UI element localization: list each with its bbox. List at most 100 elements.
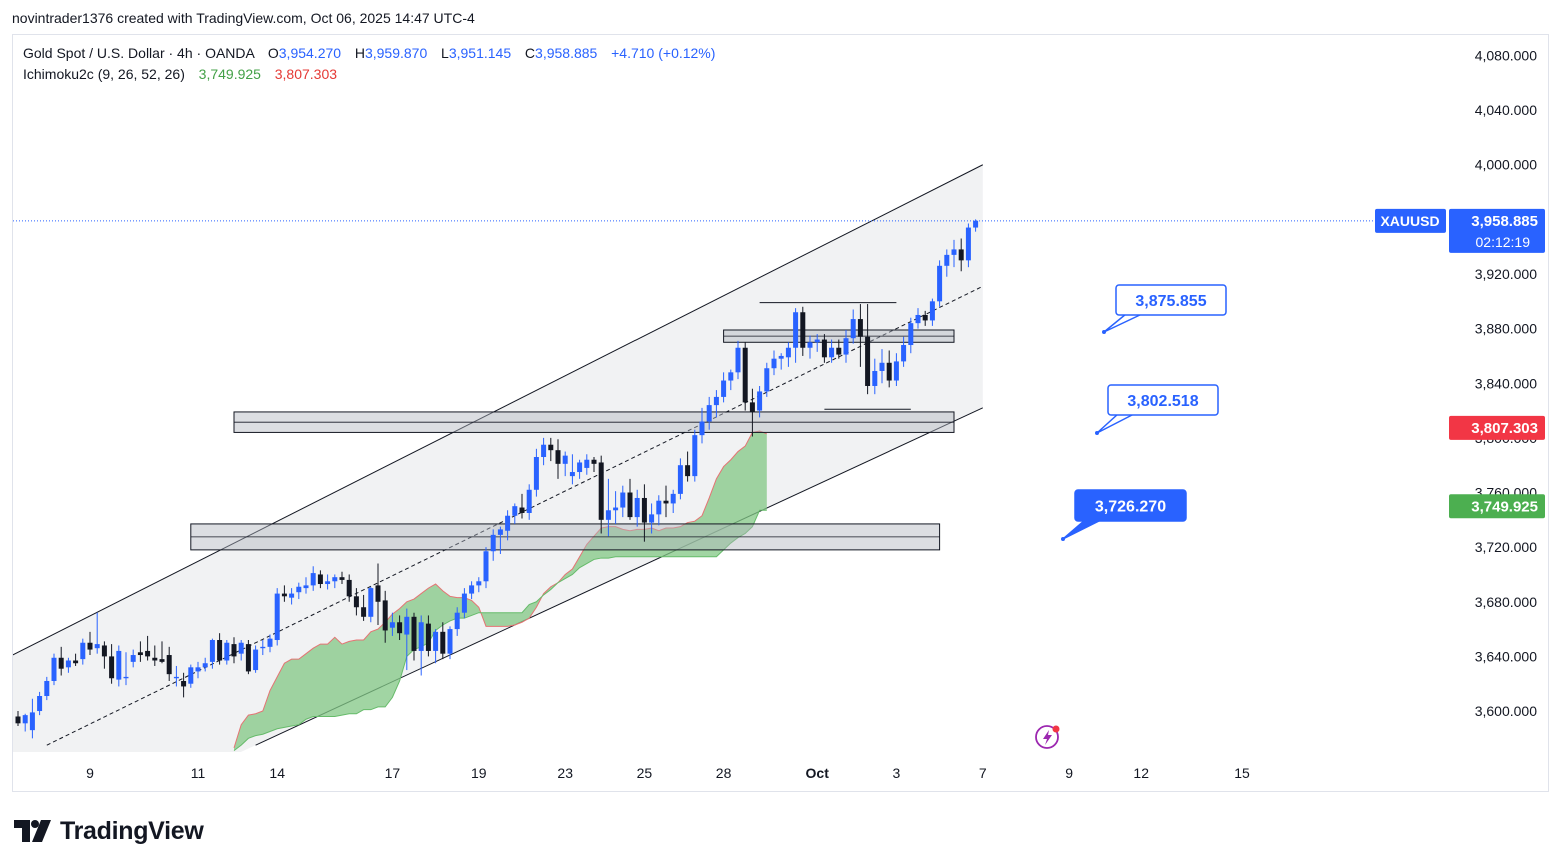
- candle[interactable]: [965, 223, 971, 268]
- price-callout-2[interactable]: 3,802.518: [1095, 384, 1219, 435]
- candle[interactable]: [749, 388, 755, 437]
- candle[interactable]: [742, 342, 748, 411]
- candle[interactable]: [389, 612, 395, 636]
- candle[interactable]: [80, 638, 86, 665]
- candle[interactable]: [533, 448, 539, 497]
- channel-upper-line[interactable]: [11, 164, 984, 656]
- candle[interactable]: [865, 304, 871, 395]
- candle[interactable]: [519, 493, 525, 519]
- candle[interactable]: [483, 547, 489, 589]
- candle[interactable]: [51, 653, 57, 686]
- candle[interactable]: [577, 459, 583, 479]
- candle[interactable]: [461, 588, 467, 619]
- candle[interactable]: [245, 640, 251, 675]
- candle[interactable]: [836, 339, 842, 359]
- candle[interactable]: [526, 484, 532, 520]
- candle[interactable]: [634, 489, 640, 527]
- candle[interactable]: [173, 665, 179, 687]
- candle[interactable]: [404, 608, 410, 671]
- candle[interactable]: [656, 495, 662, 526]
- last-price-badge[interactable]: [1449, 208, 1545, 253]
- candle[interactable]: [958, 238, 964, 272]
- candle[interactable]: [382, 590, 388, 643]
- candle[interactable]: [735, 340, 741, 380]
- candle[interactable]: [375, 563, 381, 625]
- candle[interactable]: [562, 451, 568, 477]
- candle[interactable]: [217, 633, 223, 665]
- candle[interactable]: [346, 574, 352, 602]
- candle[interactable]: [850, 309, 856, 344]
- candle[interactable]: [73, 653, 79, 666]
- candle[interactable]: [281, 585, 287, 602]
- candle[interactable]: [764, 362, 770, 397]
- candle[interactable]: [159, 641, 165, 664]
- candle[interactable]: [922, 310, 928, 326]
- candle[interactable]: [425, 615, 431, 657]
- candle[interactable]: [454, 607, 460, 636]
- candle[interactable]: [289, 588, 295, 605]
- candle[interactable]: [310, 566, 316, 591]
- candle[interactable]: [951, 239, 957, 268]
- candle[interactable]: [332, 574, 338, 589]
- candle[interactable]: [497, 526, 503, 554]
- candle[interactable]: [109, 644, 115, 684]
- candle[interactable]: [829, 339, 835, 363]
- candle[interactable]: [29, 698, 35, 739]
- candle[interactable]: [843, 329, 849, 363]
- candle[interactable]: [303, 577, 309, 594]
- candle[interactable]: [663, 485, 669, 518]
- candle[interactable]: [685, 451, 691, 482]
- candle[interactable]: [15, 711, 21, 727]
- candle[interactable]: [447, 626, 453, 660]
- candle[interactable]: [937, 260, 943, 307]
- candle[interactable]: [821, 334, 827, 363]
- candle[interactable]: [800, 306, 806, 356]
- candle[interactable]: [692, 429, 698, 482]
- candle[interactable]: [152, 645, 158, 666]
- candle[interactable]: [512, 503, 518, 524]
- candle[interactable]: [944, 249, 950, 277]
- candle[interactable]: [238, 640, 244, 661]
- candle[interactable]: [361, 594, 367, 621]
- candle[interactable]: [353, 588, 359, 616]
- candle[interactable]: [202, 657, 208, 672]
- candle[interactable]: [627, 478, 633, 520]
- candle[interactable]: [274, 588, 280, 646]
- candle[interactable]: [368, 586, 374, 623]
- candle[interactable]: [973, 219, 979, 232]
- candle[interactable]: [37, 691, 43, 716]
- candle[interactable]: [94, 612, 100, 654]
- candle[interactable]: [771, 350, 777, 376]
- candle[interactable]: [253, 645, 259, 673]
- candle[interactable]: [793, 308, 799, 363]
- candle[interactable]: [505, 510, 511, 541]
- candle[interactable]: [807, 335, 813, 359]
- candle[interactable]: [339, 571, 345, 585]
- candle[interactable]: [879, 349, 885, 384]
- candle[interactable]: [116, 645, 122, 687]
- candle[interactable]: [620, 485, 626, 518]
- candle[interactable]: [713, 390, 719, 418]
- candle[interactable]: [58, 646, 64, 676]
- candle[interactable]: [224, 640, 230, 665]
- candle[interactable]: [857, 304, 863, 367]
- candle[interactable]: [317, 570, 323, 589]
- candle[interactable]: [397, 615, 403, 641]
- candle[interactable]: [728, 369, 734, 391]
- candle[interactable]: [677, 458, 683, 500]
- candle[interactable]: [814, 334, 820, 352]
- candle[interactable]: [872, 358, 878, 395]
- candle[interactable]: [418, 615, 424, 676]
- candle[interactable]: [411, 612, 417, 661]
- candle[interactable]: [65, 657, 71, 673]
- candle[interactable]: [778, 353, 784, 370]
- candle[interactable]: [195, 661, 201, 679]
- candle[interactable]: [613, 491, 619, 524]
- candle[interactable]: [123, 652, 129, 686]
- candle[interactable]: [706, 396, 712, 430]
- price-callout-1[interactable]: 3,875.855: [1102, 284, 1227, 334]
- candle[interactable]: [166, 646, 172, 681]
- candle[interactable]: [137, 641, 143, 662]
- candle[interactable]: [584, 454, 590, 475]
